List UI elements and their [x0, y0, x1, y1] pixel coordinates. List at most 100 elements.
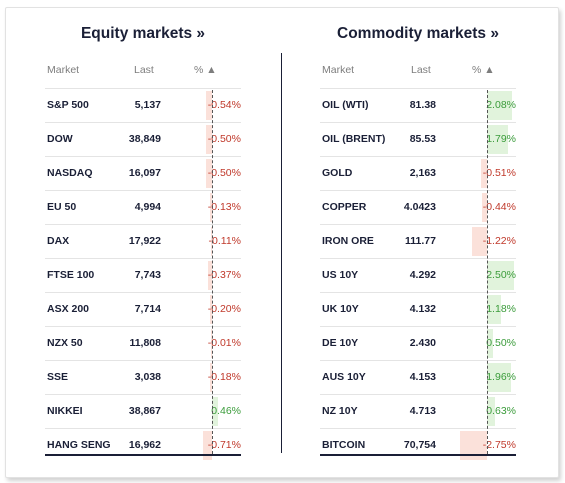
market-name[interactable]: COPPER — [322, 201, 367, 213]
last-price: 7,743 — [134, 269, 161, 281]
percent-change: -0.37% — [207, 269, 241, 281]
positive-change-bar — [487, 261, 514, 290]
change-cell: 1.18% — [460, 293, 516, 326]
change-cell: -2.75% — [460, 429, 516, 462]
change-cell: -0.50% — [185, 123, 241, 156]
market-name[interactable]: DE 10Y — [322, 337, 359, 349]
market-column-header[interactable]: Market — [322, 64, 355, 76]
pct-column-header-sort[interactable]: % ▲ — [472, 64, 495, 76]
positive-change-bar — [487, 295, 502, 324]
negative-change-bar — [209, 363, 212, 392]
table-row[interactable]: HANG SENG 16,962 -0.71% — [45, 428, 241, 462]
change-cell: 2.50% — [460, 259, 516, 292]
change-cell: -0.20% — [185, 293, 241, 326]
change-cell: -0.01% — [185, 327, 241, 360]
table-row[interactable]: DAX 17,922 -0.11% — [45, 224, 241, 258]
negative-change-bar — [472, 227, 487, 256]
market-name[interactable]: DOW — [47, 133, 73, 145]
percent-change: 0.50% — [486, 337, 516, 349]
table-row[interactable]: SSE 3,038 -0.18% — [45, 360, 241, 394]
table-row[interactable]: ASX 200 7,714 -0.20% — [45, 292, 241, 326]
table-row[interactable]: GOLD 2,163 -0.51% — [320, 156, 516, 190]
last-column-header[interactable]: Last — [411, 64, 431, 76]
table-row[interactable]: NIKKEI 38,867 0.46% — [45, 394, 241, 428]
market-name[interactable]: NASDAQ — [47, 167, 93, 179]
market-name[interactable]: AUS 10Y — [322, 371, 366, 383]
market-name[interactable]: IRON ORE — [322, 235, 374, 247]
table-row[interactable]: US 10Y 4.292 2.50% — [320, 258, 516, 292]
table-row[interactable]: DOW 38,849 -0.50% — [45, 122, 241, 156]
last-price: 4,994 — [134, 201, 161, 213]
percent-change: -0.20% — [207, 303, 241, 315]
negative-change-bar — [205, 91, 212, 120]
panel-divider — [281, 53, 282, 453]
market-name[interactable]: UK 10Y — [322, 303, 359, 315]
commodity-rows: OIL (WTI) 81.38 2.08% OIL (BRENT) 85.53 1.79%… — [320, 88, 516, 462]
market-name[interactable]: EU 50 — [47, 201, 77, 213]
market-name[interactable]: BITCOIN — [322, 439, 366, 451]
negative-change-bar — [480, 159, 487, 188]
markets-card: Equity markets » Market Last % ▲ S&P 500… — [5, 7, 559, 478]
pct-column-header-sort[interactable]: % ▲ — [194, 64, 217, 76]
market-name[interactable]: OIL (BRENT) — [322, 133, 386, 145]
change-cell: 1.96% — [460, 361, 516, 394]
negative-change-bar — [211, 329, 212, 358]
commodity-markets-link[interactable]: Commodity markets » — [337, 25, 499, 42]
negative-change-bar — [481, 193, 487, 222]
table-row[interactable]: FTSE 100 7,743 -0.37% — [45, 258, 241, 292]
table-row[interactable]: NASDAQ 16,097 -0.50% — [45, 156, 241, 190]
percent-change: -0.44% — [482, 201, 516, 213]
market-name[interactable]: NZ 10Y — [322, 405, 358, 417]
table-row[interactable]: OIL (BRENT) 85.53 1.79% — [320, 122, 516, 156]
table-row[interactable]: UK 10Y 4.132 1.18% — [320, 292, 516, 326]
change-cell: -0.51% — [460, 157, 516, 190]
market-name[interactable]: OIL (WTI) — [322, 99, 369, 111]
market-name[interactable]: DAX — [47, 235, 70, 247]
table-row[interactable]: NZX 50 11,808 -0.01% — [45, 326, 241, 360]
market-name[interactable]: US 10Y — [322, 269, 359, 281]
table-row[interactable]: BITCOIN 70,754 -2.75% — [320, 428, 516, 462]
commodity-table-header: Market Last % ▲ — [320, 62, 516, 86]
last-price: 4.0423 — [403, 201, 436, 213]
last-price: 16,097 — [128, 167, 161, 179]
last-price: 38,849 — [128, 133, 161, 145]
last-price: 4.292 — [409, 269, 436, 281]
last-price: 2.430 — [409, 337, 436, 349]
equity-rows: S&P 500 5,137 -0.54% DOW 38,849 -0.50% NASDAQ 1… — [45, 88, 241, 462]
market-name[interactable]: SSE — [47, 371, 69, 383]
percent-change: 1.18% — [486, 303, 516, 315]
table-row[interactable]: NZ 10Y 4.713 0.63% — [320, 394, 516, 428]
last-price: 38,867 — [128, 405, 161, 417]
zero-line — [487, 90, 488, 454]
last-price: 4.713 — [409, 405, 436, 417]
equity-markets-link[interactable]: Equity markets » — [80, 25, 206, 42]
table-row[interactable]: DE 10Y 2.430 0.50% — [320, 326, 516, 360]
market-name[interactable]: NZX 50 — [47, 337, 83, 349]
market-name[interactable]: GOLD — [322, 167, 353, 179]
percent-change: -0.01% — [207, 337, 241, 349]
market-column-header[interactable]: Market — [47, 64, 80, 76]
last-column-header[interactable]: Last — [134, 64, 154, 76]
market-name[interactable]: HANG SENG — [47, 439, 111, 451]
table-bottom-rule — [45, 454, 241, 456]
positive-change-bar — [487, 91, 512, 120]
table-row[interactable]: S&P 500 5,137 -0.54% — [45, 88, 241, 122]
change-cell: -0.54% — [185, 89, 241, 122]
market-name[interactable]: FTSE 100 — [47, 269, 95, 281]
equity-table-header: Market Last % ▲ — [45, 62, 241, 86]
table-row[interactable]: COPPER 4.0423 -0.44% — [320, 190, 516, 224]
positive-change-bar — [487, 125, 509, 154]
positive-change-bar — [487, 363, 511, 392]
market-name[interactable]: S&P 500 — [47, 99, 89, 111]
percent-change: -0.51% — [482, 167, 516, 179]
market-name[interactable]: ASX 200 — [47, 303, 90, 315]
table-row[interactable]: EU 50 4,994 -0.13% — [45, 190, 241, 224]
last-price: 2,163 — [409, 167, 436, 179]
last-price: 7,714 — [134, 303, 161, 315]
table-row[interactable]: IRON ORE 111.77 -1.22% — [320, 224, 516, 258]
market-name[interactable]: NIKKEI — [47, 405, 83, 417]
zero-line — [212, 90, 213, 454]
negative-change-bar — [207, 261, 212, 290]
table-row[interactable]: AUS 10Y 4.153 1.96% — [320, 360, 516, 394]
table-row[interactable]: OIL (WTI) 81.38 2.08% — [320, 88, 516, 122]
